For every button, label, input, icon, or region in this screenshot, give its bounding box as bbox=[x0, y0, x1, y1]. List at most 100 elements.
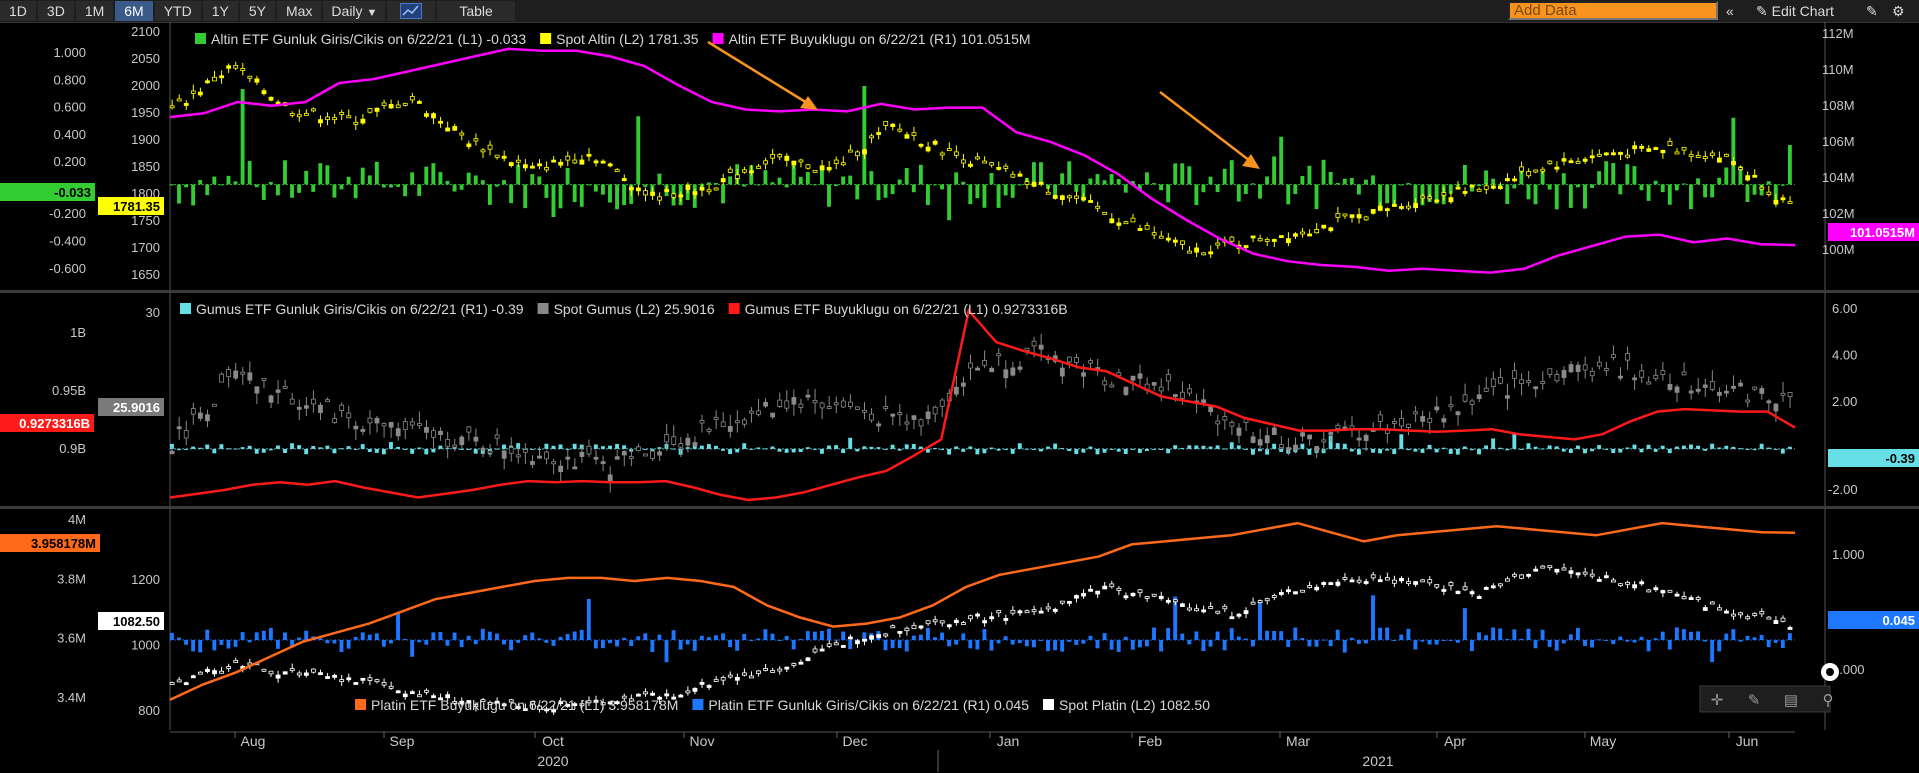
flow-bar bbox=[812, 448, 817, 450]
flow-bar bbox=[1625, 447, 1630, 449]
flow-bar bbox=[537, 176, 542, 185]
spot-candle bbox=[1611, 579, 1616, 583]
flow-bar bbox=[1703, 184, 1708, 198]
add-data-input[interactable] bbox=[1508, 1, 1718, 20]
zoom-icon[interactable]: ⚲ bbox=[1823, 692, 1834, 709]
flow-bar bbox=[1088, 446, 1093, 449]
collapse-icon[interactable]: « bbox=[1726, 3, 1734, 19]
flow-bar bbox=[403, 448, 408, 450]
flow-bar bbox=[827, 445, 831, 449]
spot-candle bbox=[862, 409, 867, 413]
flow-bar bbox=[565, 448, 570, 450]
spot-candle bbox=[353, 682, 359, 685]
spot-candle bbox=[1384, 208, 1390, 212]
table-icon[interactable]: ▤ bbox=[1784, 692, 1798, 709]
spot-candle bbox=[1356, 214, 1362, 219]
spot-candle bbox=[1483, 185, 1489, 190]
chart-type-button[interactable] bbox=[387, 1, 436, 21]
spot-candle bbox=[544, 451, 549, 460]
spot-candle bbox=[1250, 235, 1256, 239]
spot-candle bbox=[1286, 238, 1291, 244]
spot-candle bbox=[388, 103, 394, 109]
edit-icon[interactable]: ✎ bbox=[1866, 3, 1878, 19]
range-button-1m[interactable]: 1M bbox=[75, 1, 114, 21]
spot-candle bbox=[431, 695, 436, 699]
spot-candle bbox=[522, 164, 528, 169]
flow-bar bbox=[1123, 448, 1128, 454]
spot-candle bbox=[289, 112, 295, 116]
range-button-1d[interactable]: 1D bbox=[0, 1, 36, 21]
spot-candle bbox=[409, 421, 415, 426]
spot-candle bbox=[190, 90, 196, 94]
flow-bar bbox=[1378, 184, 1383, 209]
flow-bar bbox=[1392, 448, 1397, 455]
flow-bar bbox=[1300, 443, 1305, 449]
spot-candle bbox=[855, 151, 860, 157]
flow-bar bbox=[1250, 640, 1255, 647]
table-button[interactable]: Table bbox=[437, 1, 515, 21]
spot-candle bbox=[473, 436, 479, 442]
flow-bar bbox=[1152, 183, 1156, 185]
flow-bar bbox=[1773, 184, 1778, 204]
spot-candle bbox=[1307, 233, 1313, 237]
flow-bar bbox=[1364, 179, 1368, 185]
spot-candle bbox=[424, 689, 429, 693]
flow-bar bbox=[869, 446, 874, 449]
spot-candle bbox=[685, 690, 691, 694]
spot-candle bbox=[883, 406, 889, 409]
flow-bar bbox=[1003, 636, 1008, 640]
flow-bar bbox=[572, 443, 577, 449]
flow-bar bbox=[1618, 636, 1623, 640]
spot-candle bbox=[1399, 418, 1404, 427]
flow-bar bbox=[1060, 448, 1065, 450]
spot-candle bbox=[671, 696, 677, 700]
flow-bar bbox=[608, 445, 612, 449]
pane-separator[interactable] bbox=[0, 290, 1919, 293]
range-button-max[interactable]: Max bbox=[276, 1, 322, 21]
range-button-1y[interactable]: 1Y bbox=[202, 1, 238, 21]
flow-bar bbox=[1462, 446, 1467, 449]
spot-candle bbox=[1688, 154, 1694, 158]
flow-bar bbox=[509, 184, 514, 204]
flow-bar bbox=[1632, 444, 1637, 449]
range-button-ytd[interactable]: YTD bbox=[154, 1, 201, 21]
crosshair-icon[interactable]: ✛ bbox=[1711, 692, 1724, 709]
flow-bar bbox=[1222, 448, 1227, 450]
range-button-5y[interactable]: 5Y bbox=[239, 1, 275, 21]
edit-chart-button[interactable]: ✎ Edit Chart bbox=[1756, 0, 1834, 22]
flow-bar bbox=[1455, 448, 1460, 455]
spot-candle bbox=[445, 127, 451, 132]
draw-icon[interactable]: ✎ bbox=[1748, 692, 1761, 709]
flow-bar bbox=[989, 640, 994, 651]
spot-candle bbox=[1646, 148, 1652, 152]
spot-candle bbox=[445, 694, 451, 699]
frequency-select[interactable]: Daily ▼ bbox=[323, 1, 386, 21]
spot-candle bbox=[515, 454, 521, 458]
spot-candle bbox=[565, 703, 571, 707]
flow-bar bbox=[777, 448, 782, 452]
flow-bar bbox=[523, 635, 528, 640]
settings-icon[interactable]: ⚙ bbox=[1892, 3, 1905, 19]
spot-candle bbox=[876, 634, 882, 638]
flow-bar bbox=[982, 629, 987, 640]
range-button-3d[interactable]: 3D bbox=[37, 1, 74, 21]
spot-candle bbox=[918, 419, 924, 427]
spot-candle bbox=[798, 159, 804, 163]
range-button-6m[interactable]: 6M bbox=[115, 1, 153, 21]
flow-bar bbox=[1279, 631, 1284, 640]
pane-separator[interactable] bbox=[0, 506, 1919, 509]
flow-bar bbox=[1420, 448, 1425, 453]
spot-candle bbox=[897, 128, 903, 132]
spot-candle bbox=[1130, 592, 1136, 597]
flow-bar bbox=[1293, 627, 1298, 640]
spot-candle bbox=[459, 132, 465, 136]
chart-area[interactable]: Altin ETF Gunluk Giris/Cikis on 6/22/21 … bbox=[0, 22, 1919, 773]
flow-bar bbox=[940, 448, 944, 450]
flow-bar bbox=[1646, 640, 1651, 652]
flow-bar bbox=[1208, 446, 1213, 449]
spot-candle bbox=[303, 405, 309, 409]
flow-bar bbox=[438, 172, 443, 185]
spot-candle bbox=[1010, 173, 1016, 178]
flow-bar bbox=[805, 447, 810, 449]
flow-bar bbox=[1512, 184, 1517, 189]
